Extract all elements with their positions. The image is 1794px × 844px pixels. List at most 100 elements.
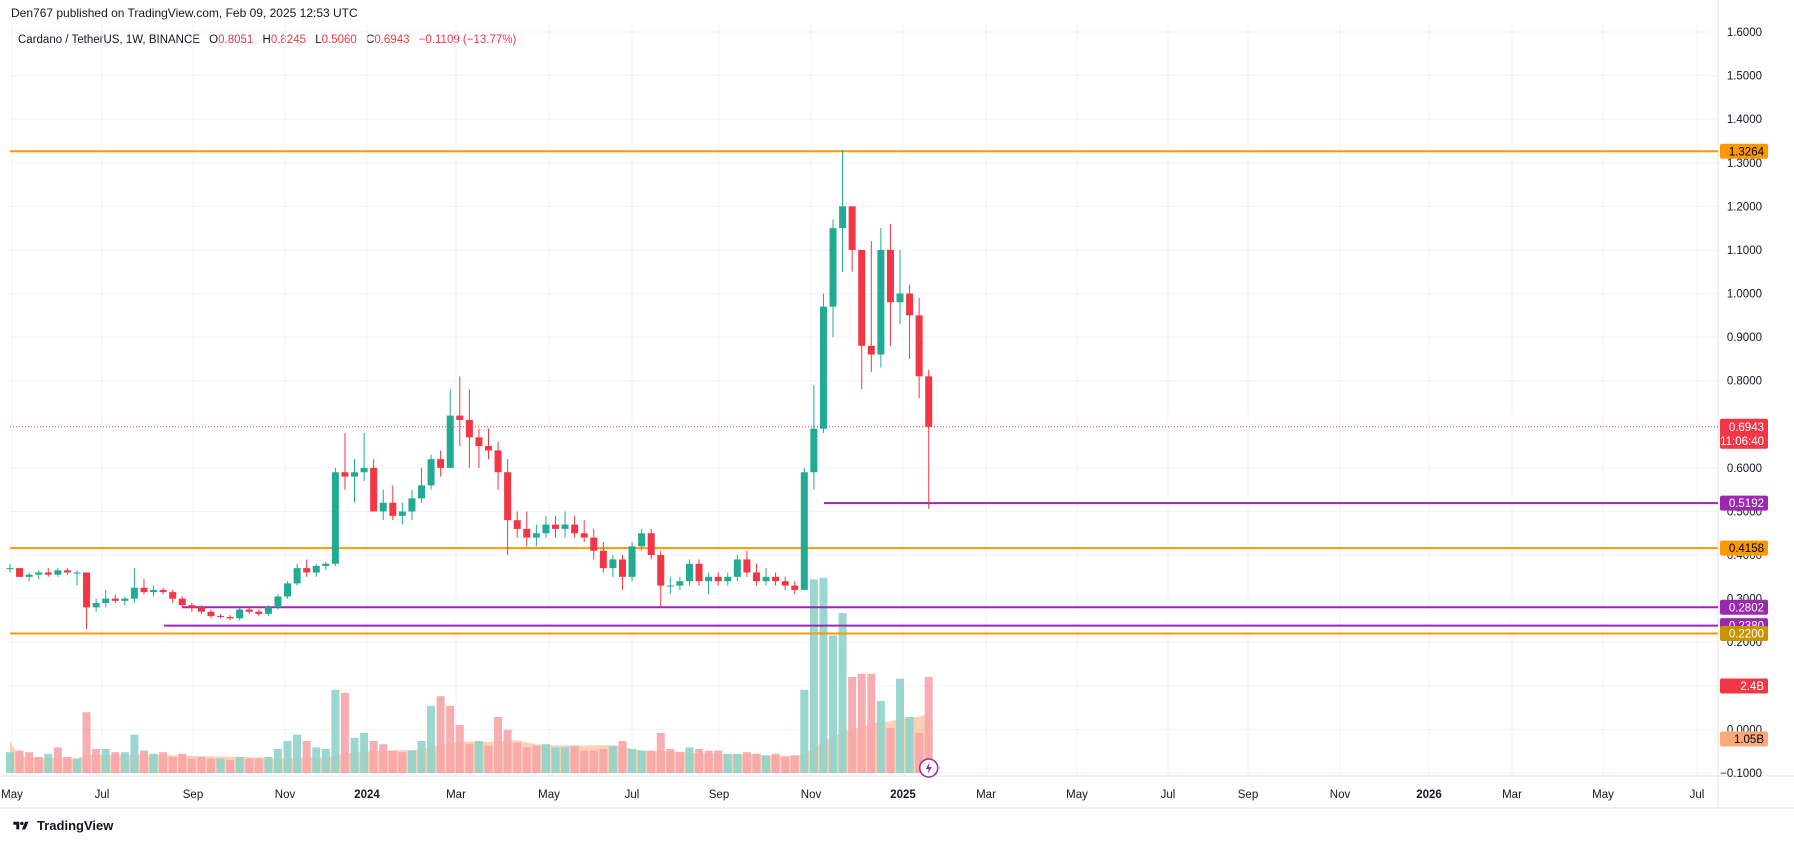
candle-body — [197, 607, 205, 612]
candle-body — [245, 609, 253, 612]
candle-body — [752, 572, 760, 582]
volume-bar — [924, 677, 933, 773]
volume-bar — [522, 747, 531, 773]
candle-body — [130, 587, 138, 599]
lightning-icon — [925, 762, 932, 774]
price-badges: 1.32640.51920.41580.28020.23800.22000.69… — [1720, 143, 1768, 747]
open-value: 0.8051 — [218, 34, 254, 46]
x-tick-label: May — [1066, 789, 1088, 801]
volume-bar — [388, 750, 397, 773]
volume-bar — [752, 753, 761, 773]
volume-bar — [771, 753, 780, 773]
candle-body — [389, 502, 397, 516]
low-value: 0.5060 — [321, 34, 357, 46]
x-tick-label: Sep — [709, 789, 729, 801]
x-tick-label: May — [1, 789, 23, 801]
candle-body — [618, 559, 626, 577]
candle-body — [475, 437, 483, 447]
candle-body — [494, 450, 502, 473]
volume-bar — [6, 752, 14, 773]
volume-bar — [714, 750, 723, 773]
candle-body — [16, 568, 24, 577]
candle-series — [6, 149, 933, 630]
candle-body — [312, 565, 320, 573]
volume-average-badge-bg — [1720, 731, 1768, 747]
volume-bar — [455, 725, 464, 773]
candle-body — [293, 568, 301, 584]
volume-bar — [331, 689, 340, 773]
candle-body — [666, 585, 674, 587]
close-value: 0.6943 — [374, 34, 410, 46]
candle-body — [54, 570, 62, 575]
volume-bar — [168, 757, 177, 773]
candle-body — [867, 345, 875, 355]
volume-bar — [101, 749, 110, 773]
volume-bar — [436, 696, 445, 773]
tradingview-footer[interactable]: TradingView — [11, 818, 113, 833]
candle-body — [915, 315, 923, 377]
candle-body — [341, 472, 349, 477]
candle-body — [819, 306, 827, 429]
candle-body — [705, 576, 713, 582]
volume-bar — [628, 749, 637, 773]
y-tick-label: 1.1000 — [1727, 245, 1762, 257]
candle-body — [274, 596, 282, 608]
candle-body — [762, 576, 770, 582]
x-axis-labels: May Jul Sep Nov 2024 Mar May Jul Sep Nov 2025 Mar Ma… — [1, 789, 1704, 801]
candle-body — [121, 598, 129, 601]
candle-body — [657, 555, 665, 586]
candle-body — [236, 609, 244, 619]
candle-body — [255, 611, 263, 614]
volume-bar — [206, 758, 215, 773]
volume-bar — [599, 749, 608, 773]
candle-body — [714, 576, 722, 582]
y-tick-label: 1.4000 — [1727, 114, 1762, 126]
volume-bar — [551, 747, 560, 773]
volume-bar — [695, 749, 704, 773]
candle-body — [542, 524, 550, 534]
volume-bar — [407, 750, 416, 773]
volume-bar — [226, 760, 235, 773]
candle-body — [398, 511, 406, 516]
candle-body — [504, 472, 512, 521]
candle-body — [571, 524, 579, 534]
candle-body — [217, 616, 225, 618]
candle-body — [733, 559, 741, 577]
x-tick-label: 2025 — [890, 789, 916, 801]
candle-body — [858, 249, 866, 346]
candle-body — [73, 572, 81, 574]
volume-bar — [829, 635, 838, 773]
volume-bar — [63, 757, 72, 773]
candle-body — [446, 415, 454, 468]
volume-bar — [905, 717, 914, 773]
candle-body — [580, 533, 588, 538]
symbol-title[interactable]: Cardano / TetherUS, 1W, BINANCE — [18, 34, 200, 46]
volume-bar — [264, 757, 273, 773]
volume-bar — [561, 747, 570, 773]
x-tick-label: May — [1592, 789, 1614, 801]
candle-body — [772, 576, 780, 582]
candle-body — [829, 228, 837, 307]
candle-body — [207, 611, 215, 617]
candle-body — [427, 459, 435, 486]
countdown-label: 11:06:40 — [1720, 436, 1764, 448]
volume-bar — [111, 752, 120, 773]
candle-body — [638, 533, 646, 547]
volume-bar — [484, 745, 493, 773]
y-tick-label: 1.2000 — [1727, 201, 1762, 213]
x-tick-label: Mar — [446, 789, 466, 801]
high-label: H — [262, 34, 271, 46]
volume-last-badge-bg — [1720, 678, 1768, 694]
candle-body — [685, 563, 693, 582]
volume-bar — [637, 750, 646, 773]
candle-body — [676, 581, 684, 586]
candle-body — [695, 563, 703, 582]
volume-bar — [618, 741, 627, 773]
high-value: 0.8245 — [270, 34, 306, 46]
level-badge: 0.2802 — [1729, 602, 1764, 614]
x-tick-label: Jul — [1690, 789, 1705, 801]
volume-bar — [474, 741, 483, 773]
candle-body — [437, 459, 445, 468]
volume-bar — [647, 750, 656, 773]
